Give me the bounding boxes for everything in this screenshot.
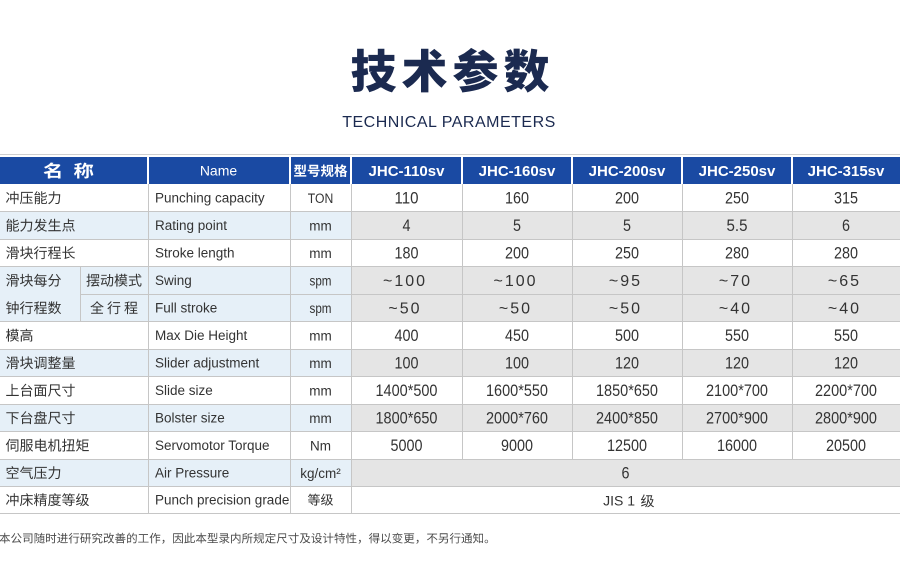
svg-text:spm: spm bbox=[310, 301, 332, 316]
svg-text:~40: ~40 bbox=[719, 301, 752, 318]
svg-text:280: 280 bbox=[725, 244, 749, 263]
svg-text:Slide size: Slide size bbox=[155, 383, 213, 398]
svg-text:Bolster size: Bolster size bbox=[155, 410, 225, 425]
svg-text:120: 120 bbox=[615, 354, 639, 373]
svg-text:2700*900: 2700*900 bbox=[706, 409, 768, 428]
svg-text:~50: ~50 bbox=[609, 301, 642, 318]
svg-text:6: 6 bbox=[622, 464, 630, 483]
svg-text:2400*850: 2400*850 bbox=[596, 409, 658, 428]
svg-text:250: 250 bbox=[725, 189, 749, 208]
svg-text:12500: 12500 bbox=[607, 436, 647, 455]
svg-text:JIS 1: JIS 1 bbox=[603, 493, 635, 509]
svg-text:mm: mm bbox=[309, 328, 332, 343]
svg-text:Full stroke: Full stroke bbox=[155, 300, 217, 315]
svg-text:Slider adjustment: Slider adjustment bbox=[155, 355, 260, 370]
svg-text:2800*900: 2800*900 bbox=[815, 409, 877, 428]
svg-text:200: 200 bbox=[505, 244, 529, 263]
svg-text:450: 450 bbox=[505, 326, 529, 345]
svg-text:2200*700: 2200*700 bbox=[815, 381, 877, 400]
svg-text:Swing: Swing bbox=[155, 273, 192, 288]
svg-text:6: 6 bbox=[842, 216, 850, 235]
svg-text:550: 550 bbox=[725, 326, 749, 345]
svg-text:9000: 9000 bbox=[501, 436, 533, 455]
svg-text:1850*650: 1850*650 bbox=[596, 381, 658, 400]
svg-text:5.5: 5.5 bbox=[727, 216, 748, 235]
svg-text:110: 110 bbox=[395, 189, 419, 208]
svg-text:Punching capacity: Punching capacity bbox=[155, 190, 265, 205]
svg-text:~40: ~40 bbox=[828, 301, 861, 318]
svg-text:180: 180 bbox=[395, 244, 419, 263]
svg-text:400: 400 bbox=[395, 326, 419, 345]
svg-text:TON: TON bbox=[308, 191, 334, 206]
svg-text:280: 280 bbox=[834, 244, 858, 263]
svg-text:315: 315 bbox=[834, 189, 858, 208]
svg-text:120: 120 bbox=[834, 354, 858, 373]
svg-text:~50: ~50 bbox=[499, 301, 532, 318]
svg-text:250: 250 bbox=[615, 244, 639, 263]
svg-text:~100: ~100 bbox=[493, 273, 537, 290]
svg-text:Servomotor Torque: Servomotor Torque bbox=[155, 438, 270, 453]
svg-text:mm: mm bbox=[309, 383, 332, 398]
svg-text:kg/cm²: kg/cm² bbox=[300, 466, 341, 481]
svg-text:4: 4 bbox=[403, 216, 411, 235]
svg-text:JHC-250sv: JHC-250sv bbox=[699, 163, 776, 180]
svg-text:Name: Name bbox=[200, 163, 238, 179]
svg-text:200: 200 bbox=[615, 189, 639, 208]
svg-text:Punch precision grade: Punch precision grade bbox=[155, 492, 289, 507]
svg-text:Air Pressure: Air Pressure bbox=[155, 465, 229, 480]
svg-text:mm: mm bbox=[309, 246, 332, 261]
svg-text:mm: mm bbox=[309, 218, 332, 233]
svg-text:JHC-200sv: JHC-200sv bbox=[589, 163, 666, 180]
svg-text:5000: 5000 bbox=[391, 436, 423, 455]
svg-text:1600*550: 1600*550 bbox=[486, 381, 548, 400]
svg-text:20500: 20500 bbox=[826, 436, 866, 455]
svg-text:Rating point: Rating point bbox=[155, 218, 227, 233]
svg-text:16000: 16000 bbox=[717, 436, 757, 455]
svg-text:5: 5 bbox=[513, 216, 521, 235]
svg-text:5: 5 bbox=[623, 216, 631, 235]
svg-text:1800*650: 1800*650 bbox=[376, 409, 438, 428]
svg-text:2100*700: 2100*700 bbox=[706, 381, 768, 400]
svg-text:~95: ~95 bbox=[609, 273, 642, 290]
svg-text:~100: ~100 bbox=[383, 273, 427, 290]
svg-text:500: 500 bbox=[615, 326, 639, 345]
svg-text:JHC-315sv: JHC-315sv bbox=[808, 163, 885, 180]
svg-text:~65: ~65 bbox=[828, 273, 861, 290]
svg-text:spm: spm bbox=[310, 273, 332, 288]
svg-text:mm: mm bbox=[309, 411, 332, 426]
svg-text:JHC-160sv: JHC-160sv bbox=[479, 163, 556, 180]
svg-text:mm: mm bbox=[309, 356, 332, 371]
svg-text:TECHNICAL PARAMETERS: TECHNICAL PARAMETERS bbox=[342, 114, 556, 131]
svg-text:1400*500: 1400*500 bbox=[376, 381, 438, 400]
svg-text:Max Die Height: Max Die Height bbox=[155, 328, 248, 343]
svg-text:~70: ~70 bbox=[719, 273, 752, 290]
svg-text:550: 550 bbox=[834, 326, 858, 345]
svg-text:2000*760: 2000*760 bbox=[486, 409, 548, 428]
svg-text:120: 120 bbox=[725, 354, 749, 373]
svg-text:160: 160 bbox=[505, 189, 529, 208]
svg-text:100: 100 bbox=[505, 354, 529, 373]
svg-text:Nm: Nm bbox=[310, 438, 331, 453]
svg-text:100: 100 bbox=[395, 354, 419, 373]
svg-text:~50: ~50 bbox=[388, 301, 421, 318]
svg-text:Stroke length: Stroke length bbox=[155, 245, 235, 260]
svg-text:JHC-110sv: JHC-110sv bbox=[369, 163, 446, 180]
